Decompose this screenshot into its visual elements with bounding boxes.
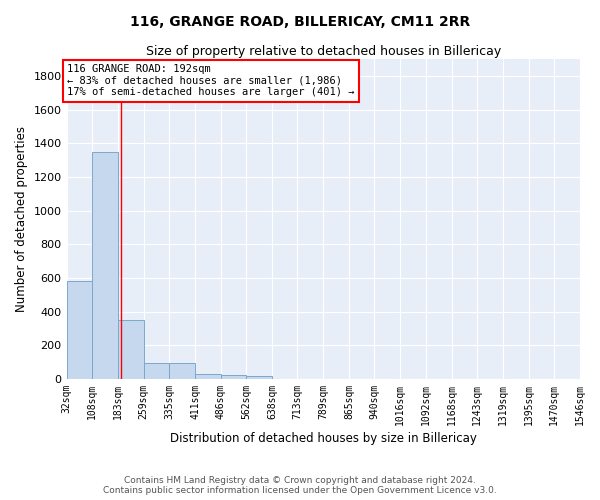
Bar xyxy=(118,320,143,379)
Bar xyxy=(246,376,272,379)
Title: Size of property relative to detached houses in Billericay: Size of property relative to detached ho… xyxy=(146,45,501,58)
Y-axis label: Number of detached properties: Number of detached properties xyxy=(15,126,28,312)
Text: Contains HM Land Registry data © Crown copyright and database right 2024.
Contai: Contains HM Land Registry data © Crown c… xyxy=(103,476,497,495)
Bar xyxy=(143,363,169,379)
Bar xyxy=(195,374,221,379)
Bar xyxy=(67,282,92,379)
Text: 116, GRANGE ROAD, BILLERICAY, CM11 2RR: 116, GRANGE ROAD, BILLERICAY, CM11 2RR xyxy=(130,15,470,29)
Bar xyxy=(92,152,118,379)
Bar xyxy=(221,375,246,379)
X-axis label: Distribution of detached houses by size in Billericay: Distribution of detached houses by size … xyxy=(170,432,477,445)
Bar xyxy=(169,363,195,379)
Text: 116 GRANGE ROAD: 192sqm
← 83% of detached houses are smaller (1,986)
17% of semi: 116 GRANGE ROAD: 192sqm ← 83% of detache… xyxy=(67,64,355,98)
